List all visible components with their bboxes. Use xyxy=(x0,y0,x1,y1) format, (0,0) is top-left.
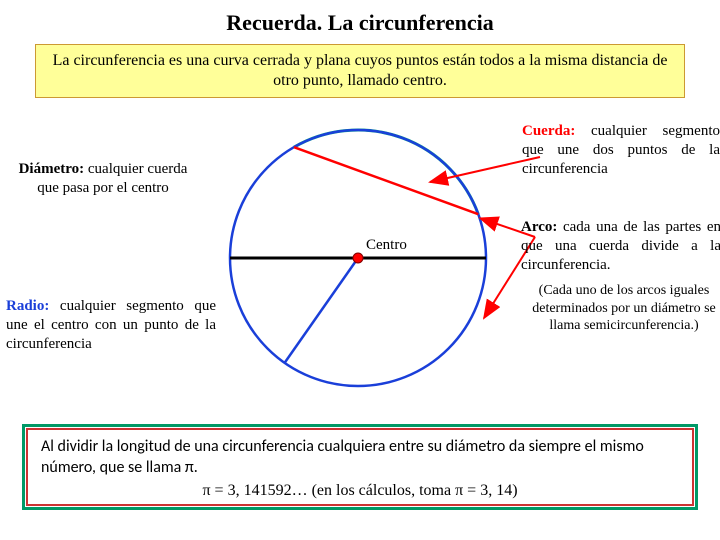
label-diametro: Diámetro: cualquier cuerda que pasa por … xyxy=(8,160,198,198)
label-arco: Arco: cada una de las partes en que una … xyxy=(521,218,720,274)
definition-box: La circunferencia es una curva cerrada y… xyxy=(35,44,685,98)
label-arco-note: (Cada uno de los arcos iguales determina… xyxy=(528,282,720,335)
label-centro: Centro xyxy=(366,236,446,255)
pi-text: Al dividir la longitud de una circunfere… xyxy=(41,437,679,479)
term-radio: Radio: xyxy=(6,298,49,314)
term-arco: Arco: xyxy=(521,219,557,235)
circle-diagram: Diámetro: cualquier cuerda que pasa por … xyxy=(0,102,720,422)
term-diametro: Diámetro: xyxy=(19,161,85,177)
page-title: Recuerda. La circunferencia xyxy=(0,0,720,44)
label-radio: Radio: cualquier segmento que une el cen… xyxy=(6,297,216,353)
pi-box: Al dividir la longitud de una circunfere… xyxy=(22,424,698,510)
term-cuerda: Cuerda: xyxy=(522,123,575,139)
label-cuerda: Cuerda: cualquier segmento que une dos p… xyxy=(522,122,720,178)
pi-value: π = 3, 141592… (en los cálculos, toma π … xyxy=(41,481,679,502)
